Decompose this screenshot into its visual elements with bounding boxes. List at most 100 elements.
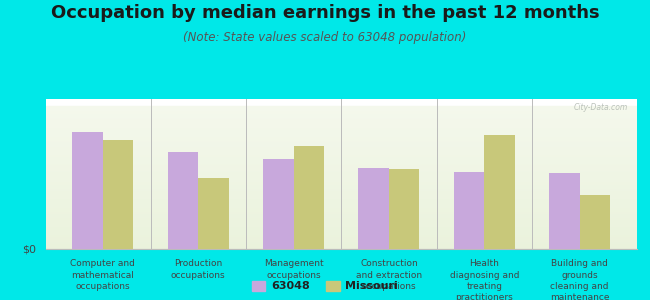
Bar: [46, 186, 637, 188]
Bar: [46, 230, 637, 232]
Bar: [46, 182, 637, 183]
Bar: [46, 245, 637, 246]
Bar: [46, 212, 637, 213]
Bar: [46, 216, 637, 218]
Bar: [46, 153, 637, 155]
Bar: [46, 130, 637, 132]
Bar: [46, 115, 637, 116]
Bar: [46, 118, 637, 119]
Bar: [46, 173, 637, 175]
Bar: [46, 169, 637, 170]
Bar: [46, 188, 637, 189]
Bar: [46, 120, 637, 122]
Bar: [46, 119, 637, 120]
Bar: [46, 229, 637, 230]
Bar: [46, 163, 637, 165]
Bar: [46, 179, 637, 180]
Bar: [46, 242, 637, 243]
Bar: [263, 159, 294, 249]
Bar: [46, 200, 637, 202]
Bar: [46, 210, 637, 212]
Bar: [46, 246, 637, 247]
Bar: [46, 199, 637, 200]
Bar: [46, 175, 637, 176]
Bar: [46, 159, 637, 160]
Bar: [46, 202, 637, 203]
Bar: [46, 225, 637, 226]
Bar: [46, 240, 637, 242]
Bar: [46, 158, 637, 159]
Bar: [46, 178, 637, 179]
Bar: [46, 123, 637, 125]
Bar: [46, 133, 637, 135]
Bar: [46, 126, 637, 128]
Bar: [46, 170, 637, 172]
Bar: [46, 219, 637, 220]
Bar: [46, 110, 637, 112]
Bar: [46, 135, 637, 136]
Bar: [46, 146, 637, 148]
Bar: [46, 218, 637, 219]
Bar: [168, 152, 198, 249]
Legend: 63048, Missouri: 63048, Missouri: [252, 281, 398, 291]
Bar: [46, 129, 637, 130]
Bar: [294, 146, 324, 249]
Bar: [46, 150, 637, 152]
Bar: [46, 208, 637, 209]
Bar: [46, 220, 637, 222]
Bar: [389, 169, 419, 249]
Bar: [46, 155, 637, 156]
Bar: [46, 213, 637, 215]
Bar: [46, 235, 637, 236]
Bar: [46, 139, 637, 140]
Bar: [46, 198, 637, 199]
Bar: [46, 223, 637, 225]
Bar: [484, 135, 515, 249]
Bar: [46, 113, 637, 115]
Bar: [46, 239, 637, 240]
Bar: [46, 183, 637, 185]
Bar: [46, 228, 637, 229]
Bar: [46, 248, 637, 249]
Bar: [46, 189, 637, 190]
Bar: [46, 152, 637, 153]
Bar: [46, 112, 637, 113]
Bar: [46, 132, 637, 133]
Bar: [46, 205, 637, 206]
Bar: [46, 156, 637, 158]
Bar: [46, 162, 637, 163]
Bar: [46, 233, 637, 235]
Bar: [46, 180, 637, 182]
Bar: [46, 238, 637, 239]
Bar: [46, 192, 637, 193]
Text: (Note: State values scaled to 63048 population): (Note: State values scaled to 63048 popu…: [183, 32, 467, 44]
Bar: [46, 172, 637, 173]
Bar: [46, 145, 637, 146]
Bar: [46, 143, 637, 145]
Bar: [46, 122, 637, 123]
Bar: [46, 185, 637, 186]
Bar: [103, 140, 133, 249]
Bar: [46, 148, 637, 149]
Bar: [46, 206, 637, 208]
Text: Occupation by median earnings in the past 12 months: Occupation by median earnings in the pas…: [51, 4, 599, 22]
Bar: [46, 116, 637, 118]
Bar: [46, 108, 637, 109]
Bar: [46, 243, 637, 245]
Bar: [46, 136, 637, 138]
Bar: [46, 165, 637, 166]
Bar: [46, 209, 637, 210]
Bar: [46, 168, 637, 169]
Bar: [46, 140, 637, 142]
Bar: [580, 195, 610, 249]
Bar: [46, 232, 637, 233]
Bar: [46, 196, 637, 198]
Bar: [46, 166, 637, 168]
Bar: [46, 160, 637, 162]
Bar: [46, 176, 637, 178]
Bar: [46, 128, 637, 129]
Bar: [46, 142, 637, 143]
Bar: [46, 236, 637, 238]
Bar: [46, 149, 637, 150]
Bar: [198, 178, 229, 249]
